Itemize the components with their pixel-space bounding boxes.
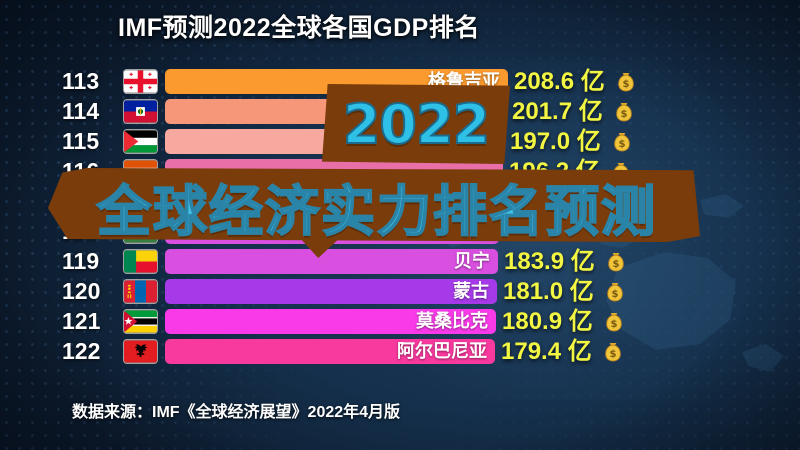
value-label: 183.9 亿 — [504, 248, 595, 275]
svg-text:$: $ — [620, 109, 627, 120]
table-row: 120 蒙古 181.0 亿 $ — [0, 278, 800, 305]
value-label: 208.6 亿 — [514, 68, 605, 95]
mongolia-flag — [123, 279, 158, 304]
rank-label: 114 — [62, 98, 100, 124]
banner-plate — [48, 168, 700, 242]
rank-label: 121 — [62, 308, 101, 334]
value-label: 179.4 亿 — [501, 338, 592, 365]
money-bag-icon: $ — [604, 281, 626, 303]
year-badge-label: 2022 — [342, 92, 491, 157]
value-label: 181.0 亿 — [503, 278, 594, 305]
value-label: 180.9 亿 — [502, 308, 593, 335]
mozambique-flag — [123, 309, 158, 334]
haiti-flag — [123, 99, 158, 124]
page-title: IMF预测2022全球各国GDP排名 — [118, 14, 480, 42]
svg-text:$: $ — [612, 259, 619, 270]
rank-label: 119 — [62, 248, 100, 274]
albania-flag — [123, 339, 158, 364]
svg-text:$: $ — [618, 139, 625, 150]
banner-title: 全球经济实力排名预测 — [96, 181, 657, 243]
money-bag-icon: $ — [611, 131, 633, 153]
rank-label: 120 — [62, 278, 101, 304]
svg-text:$: $ — [609, 349, 616, 360]
table-row: 113 格鲁吉亚 208.6 亿 $ — [0, 68, 800, 95]
data-source-note: 数据来源：IMF《全球经济展望》2022年4月版 — [72, 404, 401, 421]
value-bar — [165, 249, 498, 274]
rank-label: 115 — [62, 128, 100, 154]
table-row: 119 贝宁 183.9 亿 $ — [0, 248, 800, 275]
rank-label: 122 — [62, 338, 101, 364]
money-bag-icon: $ — [603, 311, 625, 333]
svg-text:$: $ — [622, 79, 629, 90]
country-name-label: 蒙古 — [446, 280, 496, 303]
country-name-label: 贝宁 — [447, 250, 497, 273]
value-label: 197.0 亿 — [510, 128, 601, 155]
georgia-flag — [123, 69, 158, 94]
svg-text:$: $ — [611, 289, 618, 300]
svg-text:$: $ — [610, 319, 617, 330]
year-badge: 2022 — [322, 84, 510, 164]
country-name-label: 莫桑比克 — [409, 310, 495, 333]
table-row: 122 阿尔巴尼亚 179.4 亿 $ — [0, 338, 800, 365]
value-label: 201.7 亿 — [512, 98, 603, 125]
money-bag-icon: $ — [615, 71, 637, 93]
money-bag-icon: $ — [605, 251, 627, 273]
money-bag-icon: $ — [613, 101, 635, 123]
country-name-label: 阿尔巴尼亚 — [390, 340, 494, 363]
value-bar — [165, 279, 497, 304]
benin-flag — [123, 249, 158, 274]
money-bag-icon: $ — [602, 341, 624, 363]
rank-label: 113 — [62, 68, 100, 94]
table-row: 121 莫桑比克 180.9 亿 $ — [0, 308, 800, 335]
palestine-flag — [123, 129, 158, 154]
